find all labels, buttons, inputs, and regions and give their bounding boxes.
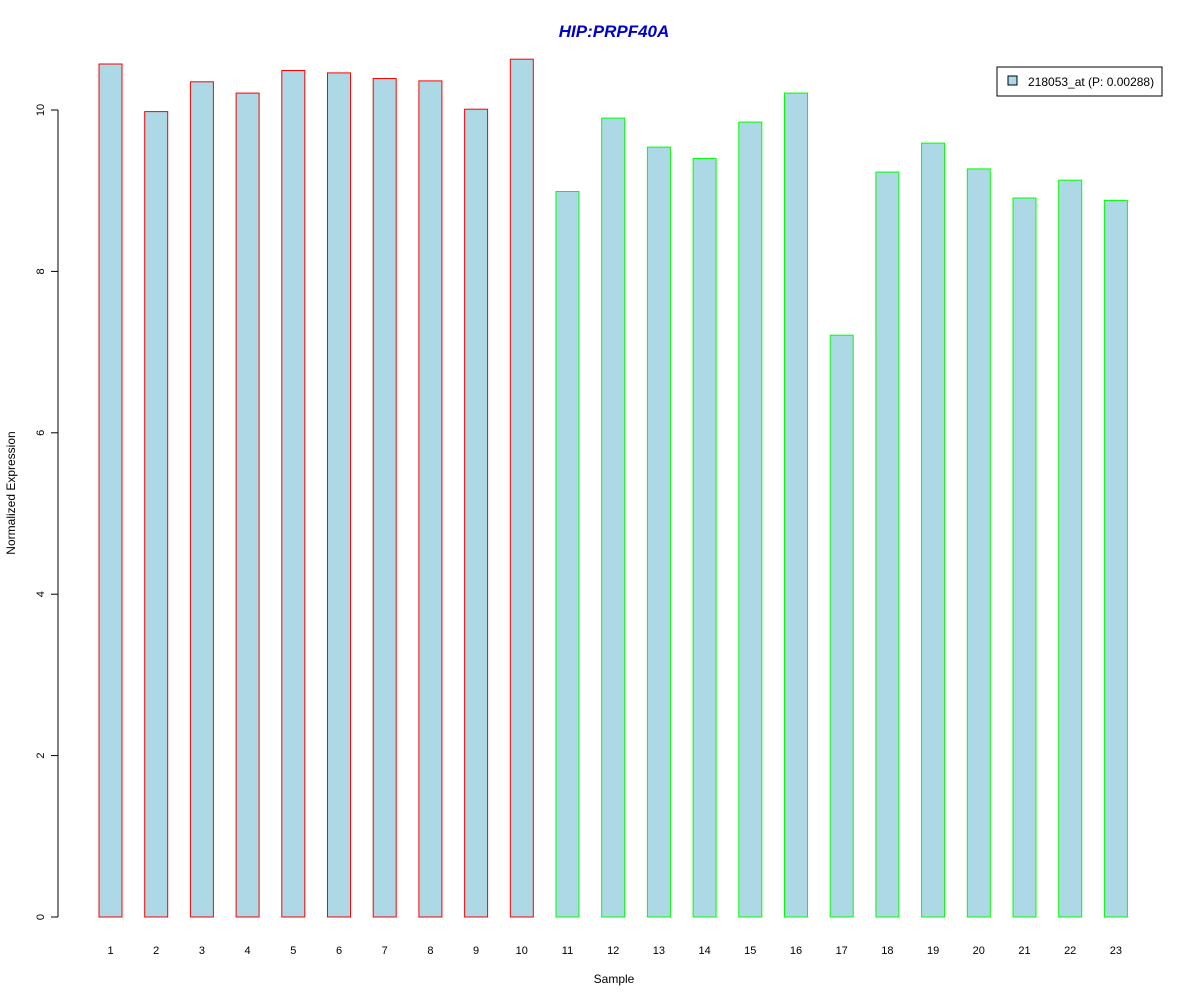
legend-entry: 218053_at (P: 0.00288): [1028, 75, 1154, 89]
x-axis-label: Sample: [594, 972, 635, 986]
x-tick-label: 5: [290, 945, 296, 957]
bar-sample-9: [464, 108, 489, 918]
bar-sample-7: [372, 78, 397, 918]
x-tick-label: 14: [698, 945, 710, 957]
x-tick-label: 6: [336, 945, 342, 957]
x-tick-label: 8: [427, 945, 433, 957]
bar-sample-21: [1012, 197, 1037, 918]
bars: [98, 58, 1128, 918]
x-tick-label: 15: [744, 945, 756, 957]
x-tick-label: 19: [927, 945, 939, 957]
bar-sample-23: [1103, 199, 1128, 918]
x-tick-label: 9: [473, 945, 479, 957]
x-tick-label: 1: [107, 945, 113, 957]
x-tick-label: 7: [382, 945, 388, 957]
bar-sample-11: [555, 191, 580, 918]
bar-sample-18: [875, 171, 900, 918]
bar-sample-2: [144, 111, 169, 918]
bar-sample-5: [281, 70, 306, 918]
bar-sample-8: [418, 80, 443, 918]
bar-sample-22: [1058, 179, 1083, 918]
x-tick-label: 3: [199, 945, 205, 957]
bar-sample-17: [829, 334, 854, 918]
y-axis-label: Normalized Expression: [4, 431, 18, 554]
x-tick-label: 2: [153, 945, 159, 957]
x-tick-label: 16: [790, 945, 802, 957]
x-tick-label: 12: [607, 945, 619, 957]
bar-sample-15: [738, 121, 763, 918]
bar-sample-4: [235, 92, 260, 918]
legend-swatch: [1007, 75, 1018, 86]
bar-sample-16: [784, 92, 808, 918]
x-tick-label: 21: [1018, 945, 1030, 957]
bar-sample-1: [98, 63, 123, 918]
chart-title: HIP:PRPF40A: [559, 22, 670, 41]
y-tick-label: 6: [35, 430, 47, 436]
y-tick-label: 10: [35, 104, 47, 116]
bar-sample-3: [189, 81, 214, 918]
x-tick-label: 11: [562, 945, 573, 957]
x-tick-label: 13: [653, 945, 665, 957]
x-tick-label: 17: [836, 945, 848, 957]
legend-box: [996, 66, 1163, 97]
x-axis-ticks: 1 2 3 4 5 6 7 8 9 10 11 12 13 14 15 16 17 18 19 20 21 22 23: [107, 945, 1122, 957]
bar-sample-20: [966, 168, 991, 918]
x-tick-label: 10: [516, 945, 528, 957]
bar-sample-12: [601, 117, 626, 918]
legend: 218053_at (P: 0.00288): [996, 66, 1163, 97]
y-tick-label: 0: [35, 914, 47, 920]
x-tick-label: 4: [245, 945, 251, 957]
x-tick-label: 20: [973, 945, 985, 957]
y-axis: 0 2 4 6 8 10: [35, 104, 59, 920]
bar-sample-10: [509, 58, 534, 918]
y-tick-label: 8: [35, 268, 47, 274]
bar-sample-13: [646, 146, 671, 918]
y-tick-label: 2: [35, 753, 47, 759]
y-tick-label: 4: [35, 591, 47, 597]
bar-sample-6: [327, 72, 351, 918]
x-tick-label: 18: [881, 945, 893, 957]
bar-sample-14: [692, 157, 717, 918]
bar-sample-19: [921, 142, 946, 918]
x-tick-label: 22: [1064, 945, 1076, 957]
x-tick-label: 23: [1110, 945, 1122, 957]
